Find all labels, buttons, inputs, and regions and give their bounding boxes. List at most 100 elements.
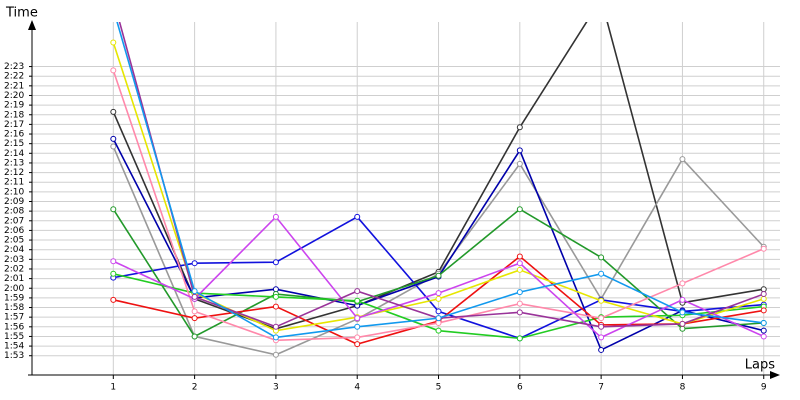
y-tick-label: 2:07 bbox=[4, 216, 24, 226]
point bbox=[110, 270, 117, 277]
y-tick-label: 2:12 bbox=[4, 168, 24, 178]
x-tick-label: 5 bbox=[436, 383, 442, 393]
point bbox=[354, 315, 361, 322]
point bbox=[760, 245, 767, 252]
point bbox=[110, 135, 117, 142]
y-tick-label: 2:00 bbox=[4, 284, 24, 294]
y-tick-label: 2:03 bbox=[4, 255, 24, 265]
y-tick-label: 2:23 bbox=[4, 62, 24, 72]
x-tick-label: 4 bbox=[354, 383, 360, 393]
y-tick-label: 2:21 bbox=[4, 81, 24, 91]
point bbox=[272, 351, 279, 358]
x-tick-label: 2 bbox=[192, 383, 198, 393]
point bbox=[435, 308, 442, 315]
y-tick-label: 2:16 bbox=[4, 130, 24, 140]
point bbox=[679, 296, 686, 303]
point bbox=[679, 156, 686, 163]
point bbox=[516, 260, 523, 267]
point bbox=[354, 323, 361, 330]
point bbox=[516, 300, 523, 307]
y-tick-label: 2:14 bbox=[4, 149, 24, 159]
point bbox=[110, 258, 117, 265]
point bbox=[272, 213, 279, 220]
point bbox=[679, 309, 686, 316]
point bbox=[354, 213, 361, 220]
y-tick-label: 2:08 bbox=[4, 207, 24, 217]
x-tick-label: 9 bbox=[761, 383, 767, 393]
point bbox=[272, 259, 279, 266]
point bbox=[272, 303, 279, 310]
point bbox=[111, 6, 116, 11]
point bbox=[191, 293, 198, 300]
y-tick-label: 2:10 bbox=[4, 187, 24, 197]
point bbox=[598, 334, 605, 341]
y-tick-label: 2:11 bbox=[4, 178, 24, 188]
x-tick-label: 1 bbox=[110, 383, 116, 393]
point bbox=[272, 323, 279, 330]
point bbox=[598, 323, 605, 330]
point bbox=[191, 288, 198, 295]
point bbox=[272, 334, 279, 341]
y-tick-label: 2:06 bbox=[4, 226, 24, 236]
point bbox=[191, 308, 198, 315]
y-tick-label: 1:55 bbox=[4, 332, 24, 342]
y-tick-label: 2:18 bbox=[4, 110, 24, 120]
point bbox=[516, 309, 523, 316]
point bbox=[435, 315, 442, 322]
y-axis-arrow bbox=[28, 20, 36, 30]
point bbox=[435, 272, 442, 279]
x-tick-label: 7 bbox=[598, 383, 604, 393]
x-tick-label: 3 bbox=[273, 383, 279, 393]
y-tick-label: 1:59 bbox=[4, 293, 24, 303]
point bbox=[760, 307, 767, 314]
y-tick-label: 2:05 bbox=[4, 236, 24, 246]
point bbox=[191, 333, 198, 340]
point bbox=[191, 260, 198, 267]
x-tick-label: 8 bbox=[680, 383, 686, 393]
point bbox=[599, 0, 604, 2]
y-tick-label: 1:54 bbox=[4, 342, 24, 352]
y-tick-label: 1:53 bbox=[4, 351, 24, 361]
y-tick-label: 2:20 bbox=[4, 91, 24, 101]
point bbox=[760, 327, 767, 334]
point bbox=[110, 296, 117, 303]
y-tick-label: 2:04 bbox=[4, 245, 24, 255]
point bbox=[516, 147, 523, 154]
point bbox=[272, 293, 279, 300]
point bbox=[598, 315, 605, 322]
y-tick-label: 2:13 bbox=[4, 158, 24, 168]
y-tick-label: 2:15 bbox=[4, 139, 24, 149]
x-axis-arrow bbox=[770, 371, 780, 379]
y-tick-label: 1:56 bbox=[4, 322, 24, 332]
x-axis-title: Laps bbox=[745, 358, 775, 373]
point bbox=[598, 254, 605, 261]
point bbox=[516, 289, 523, 296]
y-tick-label: 2:22 bbox=[4, 72, 24, 82]
x-tick-label: 6 bbox=[517, 383, 523, 393]
y-axis-title: Time bbox=[5, 6, 38, 21]
point bbox=[110, 39, 117, 46]
y-tick-label: 1:57 bbox=[4, 313, 24, 323]
point bbox=[679, 280, 686, 287]
point bbox=[679, 320, 686, 327]
point bbox=[598, 297, 605, 304]
point bbox=[354, 297, 361, 304]
point bbox=[354, 288, 361, 295]
y-tick-label: 1:58 bbox=[4, 303, 24, 313]
point bbox=[760, 291, 767, 298]
point bbox=[354, 341, 361, 348]
point bbox=[516, 160, 523, 167]
plot-area bbox=[110, 0, 767, 358]
point bbox=[435, 290, 442, 297]
point bbox=[110, 206, 117, 213]
y-tick-label: 2:17 bbox=[4, 120, 24, 130]
point bbox=[435, 319, 442, 326]
point bbox=[679, 325, 686, 332]
point bbox=[760, 286, 767, 293]
point bbox=[516, 253, 523, 260]
point bbox=[272, 286, 279, 293]
y-tick-label: 2:09 bbox=[4, 197, 24, 207]
point bbox=[760, 295, 767, 302]
point bbox=[516, 206, 523, 213]
point bbox=[516, 124, 523, 131]
